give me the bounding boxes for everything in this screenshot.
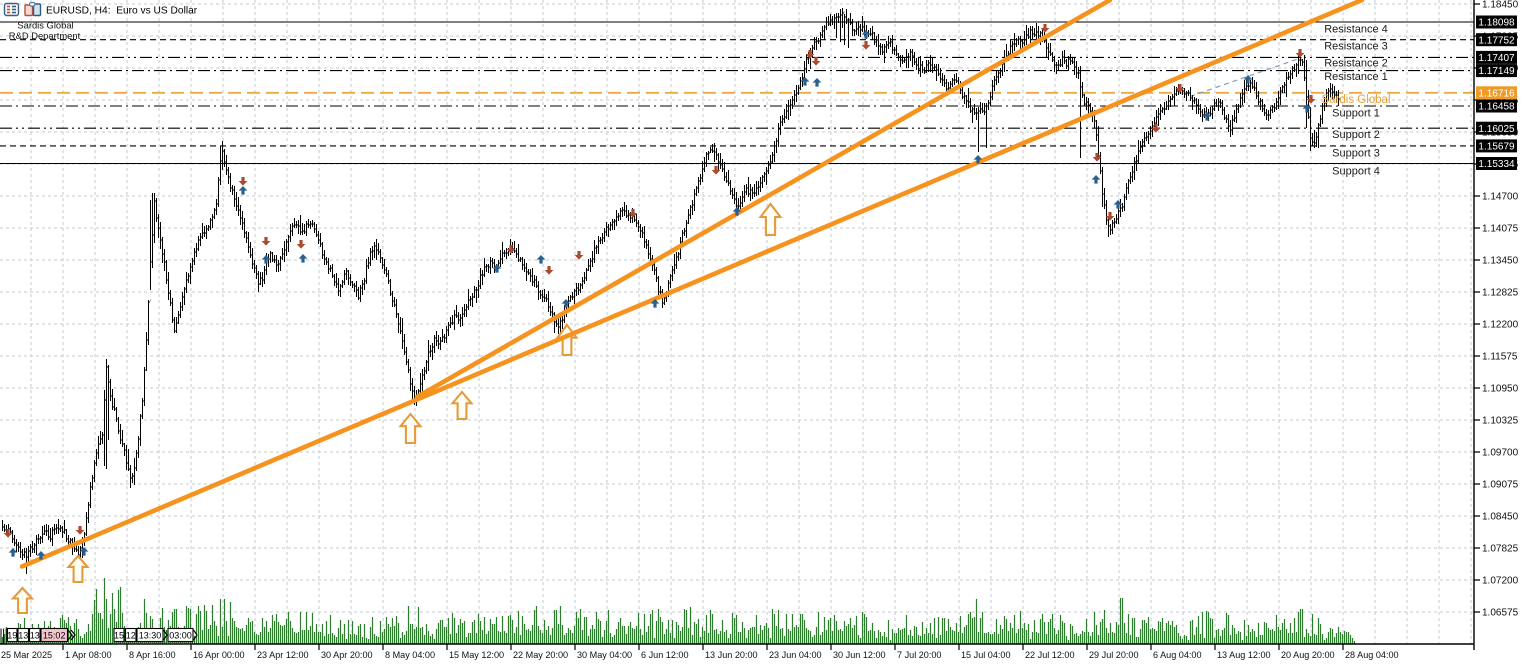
svg-text:12: 12 (126, 631, 136, 641)
svg-text:1.15679: 1.15679 (1478, 142, 1515, 153)
svg-text:1.18098: 1.18098 (1478, 18, 1515, 29)
svg-text:13:30: 13:30 (139, 631, 162, 641)
svg-text:29 Jul 20:00: 29 Jul 20:00 (1089, 650, 1139, 660)
svg-text:20 Aug 20:00: 20 Aug 20:00 (1281, 650, 1335, 660)
svg-text:1.11575: 1.11575 (1482, 352, 1518, 363)
svg-text:Resistance 3: Resistance 3 (1324, 41, 1388, 53)
svg-text:Resistance 1: Resistance 1 (1324, 71, 1388, 83)
svg-text:Support 2: Support 2 (1332, 129, 1380, 141)
svg-text:1 Apr 08:00: 1 Apr 08:00 (65, 650, 112, 660)
svg-text:Support 4: Support 4 (1332, 165, 1380, 177)
svg-text:30 Jun 12:00: 30 Jun 12:00 (833, 650, 886, 660)
svg-text:1.17407: 1.17407 (1478, 53, 1515, 64)
svg-text:Sardis Global: Sardis Global (17, 19, 73, 30)
svg-text:Support 3: Support 3 (1332, 147, 1380, 159)
svg-text:1.12200: 1.12200 (1482, 320, 1519, 331)
svg-text:15:02: 15:02 (43, 631, 66, 641)
svg-text:13 Jun 20:00: 13 Jun 20:00 (705, 650, 758, 660)
svg-text:23 Apr 12:00: 23 Apr 12:00 (257, 650, 309, 660)
svg-text:23 Jun 04:00: 23 Jun 04:00 (769, 650, 822, 660)
svg-text:1.12825: 1.12825 (1482, 288, 1519, 299)
svg-text:19: 19 (7, 631, 17, 641)
svg-text:6 Aug 04:00: 6 Aug 04:00 (1153, 650, 1202, 660)
svg-text:Resistance 4: Resistance 4 (1324, 24, 1388, 36)
svg-text:22 Jul 12:00: 22 Jul 12:00 (1025, 650, 1075, 660)
svg-text:1.16716: 1.16716 (1478, 88, 1515, 99)
svg-text:1.17149: 1.17149 (1478, 66, 1515, 77)
svg-text:8 May 04:00: 8 May 04:00 (385, 650, 435, 660)
svg-text:1.08450: 1.08450 (1482, 512, 1519, 523)
svg-text:13: 13 (30, 631, 40, 641)
svg-text:22 May 20:00: 22 May 20:00 (513, 650, 568, 660)
svg-text:7 Jul 20:00: 7 Jul 20:00 (897, 650, 942, 660)
svg-text:8 Apr 16:00: 8 Apr 16:00 (129, 650, 176, 660)
svg-text:25 Mar 2025: 25 Mar 2025 (1, 650, 52, 660)
svg-text:1.09075: 1.09075 (1482, 480, 1519, 491)
svg-text:1.10950: 1.10950 (1482, 384, 1519, 395)
svg-text:Support 1: Support 1 (1332, 107, 1380, 119)
svg-text:15: 15 (114, 631, 124, 641)
svg-text:1.07825: 1.07825 (1482, 544, 1519, 555)
svg-text:1.14075: 1.14075 (1482, 224, 1519, 235)
svg-text:1.07200: 1.07200 (1482, 576, 1519, 587)
svg-text:Sardis Global: Sardis Global (1321, 94, 1390, 106)
svg-text:30 Apr 20:00: 30 Apr 20:00 (321, 650, 373, 660)
svg-text:28 Aug 04:00: 28 Aug 04:00 (1345, 650, 1399, 660)
svg-text:1.15334: 1.15334 (1478, 159, 1515, 170)
svg-text:13: 13 (18, 631, 28, 641)
svg-text:1.09700: 1.09700 (1482, 448, 1519, 459)
svg-text:1.13450: 1.13450 (1482, 256, 1519, 267)
svg-text:1.18450: 1.18450 (1482, 0, 1519, 11)
svg-text:1.17752: 1.17752 (1478, 35, 1515, 46)
svg-text:1.16025: 1.16025 (1478, 124, 1515, 135)
svg-text:15 Jul 04:00: 15 Jul 04:00 (961, 650, 1011, 660)
svg-text:6 Jun 12:00: 6 Jun 12:00 (641, 650, 689, 660)
svg-text:13 Aug 12:00: 13 Aug 12:00 (1217, 650, 1271, 660)
svg-text:1.06575: 1.06575 (1482, 608, 1519, 619)
svg-text:EURUSD, H4: Euro vs US Dollar: EURUSD, H4: Euro vs US Dollar (46, 6, 198, 17)
svg-text:1.14700: 1.14700 (1482, 192, 1519, 203)
svg-text:1.10325: 1.10325 (1482, 416, 1519, 427)
svg-text:Resistance 2: Resistance 2 (1324, 58, 1388, 70)
svg-text:16 Apr 00:00: 16 Apr 00:00 (193, 650, 245, 660)
svg-text:03:00: 03:00 (169, 631, 192, 641)
svg-text:R&D Department: R&D Department (9, 30, 81, 41)
svg-text:1.16458: 1.16458 (1478, 102, 1515, 113)
svg-text:30 May 04:00: 30 May 04:00 (577, 650, 632, 660)
svg-text:15 May 12:00: 15 May 12:00 (449, 650, 504, 660)
